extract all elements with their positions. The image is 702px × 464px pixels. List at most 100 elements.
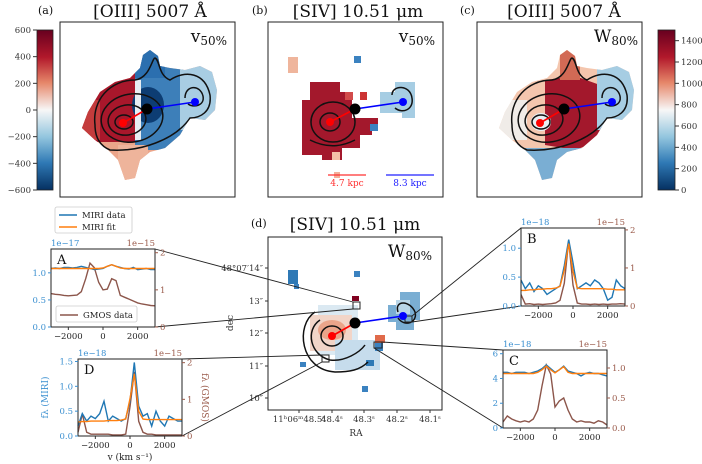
y-tick-label: 10″: [249, 394, 263, 404]
x-tick-label: 0: [100, 332, 105, 342]
y-tick-label: 48°07′14″: [221, 264, 263, 274]
y-left-axis-label: fλ (MIRI): [40, 376, 51, 418]
x-tick-label: 11ʰ06ᵐ48.5ˢ: [273, 415, 325, 425]
flux-contours: [309, 86, 413, 147]
y-right-tick-label: 2: [160, 249, 165, 259]
blue-component-marker: [191, 98, 199, 106]
y-left-tick-label: 0.0: [32, 323, 46, 333]
colorbar-tick-label: 1400: [681, 37, 702, 47]
y-left-tick-label: 0.0: [59, 432, 73, 442]
x-tick-label: 0: [570, 311, 575, 321]
blue-component-marker: [399, 312, 407, 320]
y-right-tick-label: 0: [187, 432, 192, 442]
panel-b: (b) [SIV] 10.51 μm 4.7 kpc 8.3 kpc v50%: [252, 2, 444, 198]
series-gmos-data: [50, 261, 156, 307]
width-map-pixels: [288, 270, 420, 392]
y-right-tick-label: 2: [187, 359, 192, 369]
nucleus-marker: [558, 103, 570, 115]
nucleus-marker: [349, 103, 361, 115]
y-tick-label: 13″: [249, 297, 263, 307]
y-tick-label: 12″: [249, 329, 263, 339]
colorbar-tick-label: 0: [681, 186, 686, 196]
y-left-tick-label: 0.5: [59, 407, 73, 417]
y-right-tick-label: 0.5: [612, 394, 626, 404]
x-axis-label: RA: [349, 429, 363, 439]
y-left-offset-label: 1e−17: [51, 239, 79, 249]
y-right-offset-label: 1e−15: [127, 239, 155, 249]
y-left-tick-label: 0.5: [502, 273, 516, 283]
colorbar-tick-label: 200: [15, 79, 31, 89]
y-right-tick-label: 0.0: [612, 424, 626, 434]
panel-title: [SIV] 10.51 μm: [290, 215, 421, 235]
flux-contours: [511, 57, 628, 151]
panel-title: [SIV] 10.51 μm: [293, 2, 424, 22]
legend: MIRI data MIRI fit: [54, 206, 133, 234]
y-tick-label: 11″: [249, 362, 263, 372]
x-tick-label: 48.3ˢ: [353, 415, 375, 425]
panel-title: [OIII] 5007 Å: [507, 1, 621, 22]
colorbar-tick-label: 800: [681, 101, 697, 111]
y-left-tick-label: 1.5: [59, 357, 73, 367]
quantity-label: v50%: [190, 27, 227, 48]
series-miri-fit: [503, 365, 607, 375]
y-right-tick-label: 1: [187, 395, 192, 405]
y-right-tick-label: 1.0: [612, 364, 626, 374]
plot-background: [503, 350, 607, 428]
panel-a: (a) [OIII] 5007 Å 600 400 200 0 −200 −400 −600: [8, 1, 236, 198]
y-right-offset-label: 1e−15: [154, 349, 182, 359]
blue-component-marker: [608, 98, 616, 106]
x-tick-label: −2000: [506, 433, 535, 443]
colorbar-tick-label: 600: [681, 122, 697, 132]
y-left-tick-label: 1.0: [59, 382, 73, 392]
x-tick-label: 0: [127, 441, 132, 451]
y-left-tick-label: 6: [493, 350, 498, 360]
series-miri-fit: [51, 263, 155, 270]
flux-contours: [302, 302, 417, 373]
colorbar: [36, 29, 54, 191]
map-frame: [59, 21, 236, 198]
scalebar-red-label: 4.7 kpc: [330, 179, 363, 189]
flux-contours: [94, 57, 211, 151]
colorbar-ticks: 600 400 200 0 −200 −400 −600: [8, 26, 37, 196]
colorbar-tick-label: −400: [8, 159, 31, 169]
x-tick-label: −2000: [524, 311, 553, 321]
panel-c: (c) [OIII] 5007 Å W80% 1400 1200 1000 800 60…: [460, 1, 702, 198]
nucleus-marker: [349, 317, 361, 329]
y-left-tick-label: 0: [493, 424, 498, 434]
red-component-marker: [326, 118, 334, 126]
scalebar-blue-label: 8.3 kpc: [393, 179, 426, 189]
colorbar-ticks: 1400 1200 1000 800 600 400 200 0: [675, 37, 702, 196]
colorbar-tick-label: 200: [681, 165, 697, 175]
panel-label: (c): [460, 4, 475, 17]
colorbar-tick-label: 400: [15, 53, 31, 63]
y-right-tick-label: 1: [630, 264, 635, 274]
legend-miri-fit: MIRI fit: [82, 223, 116, 233]
quantity-label: W80%: [594, 27, 638, 48]
x-tick-label: 2000: [154, 441, 176, 451]
series-miri-fit: [521, 243, 625, 292]
red-component-marker: [328, 332, 336, 340]
velocity-map-pixels: [288, 56, 415, 178]
y-left-offset-label: 1e−18: [78, 349, 106, 359]
spectrum-panel-C: −2000 0 2000 0 2 4 6 0.0 0.5 1.0 1e−18 1e−15 C: [493, 340, 626, 443]
y-left-tick-label: 0.5: [32, 296, 46, 306]
y-left-tick-label: 1.0: [32, 269, 46, 279]
red-component-marker: [119, 119, 127, 127]
series-gmos-data: [520, 240, 626, 306]
colorbar-tick-label: −600: [8, 186, 31, 196]
legend-miri-data: MIRI data: [82, 211, 126, 221]
y-left-tick-label: 2: [493, 399, 498, 409]
inset-label: B: [527, 232, 537, 247]
y-axis-label: dec: [226, 315, 236, 331]
series-miri-data: [520, 239, 626, 302]
y-left-offset-label: 1e−18: [521, 218, 549, 228]
x-tick-label: 48.1ˢ: [419, 415, 441, 425]
map-frame: [267, 21, 444, 198]
inset-label: C: [509, 354, 519, 369]
x-tick-label: −2000: [81, 441, 110, 451]
spectrum-panel-B: −2000 0 2000 0.0 0.5 1.0 0 1 2 1e−18 1e−15 B: [502, 218, 635, 321]
y-right-tick-label: 1: [160, 286, 165, 296]
